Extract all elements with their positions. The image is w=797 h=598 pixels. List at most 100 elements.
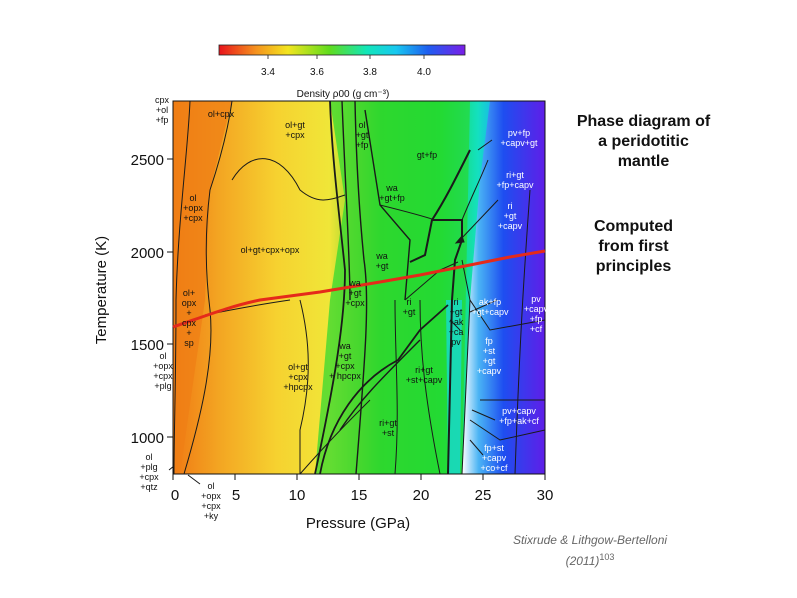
x-tick-label: 15 xyxy=(351,487,368,504)
phase-label-line: +cpx xyxy=(335,361,355,371)
phase-label-line: + xyxy=(186,328,191,338)
y-tick-label: 2000 xyxy=(131,245,164,262)
phase-label-line: +gt xyxy=(450,307,463,317)
phase-label: cpx +ol +fp xyxy=(155,95,170,125)
phase-label: ol+gt +cpx +hpcpx xyxy=(283,362,313,392)
phase-label: wa +gt+fp xyxy=(379,183,405,203)
phase-label-line: ak+fp xyxy=(479,297,501,307)
phase-label-line: +capv xyxy=(498,221,523,231)
phase-label-line: +opx xyxy=(201,491,221,501)
phase-label-line: +gt+fp xyxy=(379,193,405,203)
phase-label: ol +plg +cpx +qtz xyxy=(139,452,159,492)
x-tick-label: 30 xyxy=(537,487,554,504)
phase-label-line: ri+gt xyxy=(379,418,397,428)
phase-label-line: +gt xyxy=(356,130,369,140)
phase-label-line: +cpx xyxy=(285,130,305,140)
colorbar xyxy=(218,44,466,56)
phase-label: ol +gt +fp xyxy=(356,120,369,150)
phase-label-line: cpx xyxy=(182,318,197,328)
phase-label-line: +capv xyxy=(524,304,549,314)
citation-year: (2011) xyxy=(565,554,600,568)
phase-label: ol +opx +cpx +plg xyxy=(153,351,173,391)
phase-label-line: +ca xyxy=(449,327,464,337)
phase-label-line: +cpx xyxy=(345,298,365,308)
x-tick-label: 25 xyxy=(475,487,492,504)
y-tick-label: 1500 xyxy=(131,337,164,354)
phase-label: ri+gt +fp+capv xyxy=(496,170,534,190)
phase-label-line: +fp+capv xyxy=(496,180,534,190)
x-tick-label: 10 xyxy=(289,487,306,504)
label-arrows xyxy=(168,139,499,485)
phase-label-line: +plg xyxy=(154,381,171,391)
phase-label: ol +opx +cpx +ky xyxy=(201,481,221,521)
phase-label: pv+fp +capv+gt xyxy=(500,128,538,148)
phase-label: ri +gt +capv xyxy=(498,201,523,231)
phase-label-line: ol+gt+cpx+opx xyxy=(241,245,300,255)
phase-label-line: +gt xyxy=(483,356,496,366)
phase-label-line: ri+gt xyxy=(506,170,524,180)
phase-label-line: +st xyxy=(382,428,395,438)
slide-title-line: Phase diagram of xyxy=(576,113,711,130)
phase-label-line: cpx xyxy=(155,95,170,105)
phase-label-line: +fp+ak+cf xyxy=(499,416,539,426)
phase-label-line: +cf xyxy=(530,324,543,334)
phase-label: ol+gt+cpx+opx xyxy=(241,245,300,255)
y-tick-label: 2500 xyxy=(131,152,164,169)
phase-label: ri+gt +st xyxy=(379,418,397,438)
slide-subtitle-line: principles xyxy=(595,258,672,275)
phase-label-line: +cpx xyxy=(139,472,159,482)
colorbar-tick-label: 3.8 xyxy=(363,67,377,78)
phase-label: fp+st +capv +co+cf xyxy=(480,443,508,473)
phase-label: ri+gt +st+capv xyxy=(406,365,443,385)
phase-label-line: ol xyxy=(159,351,166,361)
phase-label-line: wa xyxy=(338,341,351,351)
phase-label-line: +gt+capv xyxy=(471,307,509,317)
phase-label: ri +gt xyxy=(403,297,416,317)
phase-label-line: fp+st xyxy=(484,443,504,453)
phase-label-line: fp xyxy=(485,336,493,346)
green-transition-field xyxy=(315,101,470,474)
phase-label-line: ol xyxy=(358,120,365,130)
phase-label-line: +capv+gt xyxy=(500,138,538,148)
phase-label: ak+fp +gt+capv xyxy=(471,297,509,317)
phase-label: fp +st +gt +capv xyxy=(477,336,502,376)
phase-label-line: +gt xyxy=(376,261,389,271)
phase-label-line: ol+ xyxy=(183,288,195,298)
axis-ticks xyxy=(167,158,546,480)
phase-label-line: opx xyxy=(182,298,197,308)
phase-label-line: sp xyxy=(184,338,194,348)
x-tick-label: 0 xyxy=(171,487,179,504)
citation-ref: 103 xyxy=(599,552,615,562)
phase-label-line: ol+cpx xyxy=(208,109,235,119)
colorbar-tick-label: 3.4 xyxy=(261,67,275,78)
colorbar-tick-label: 3.6 xyxy=(310,67,324,78)
phase-label-line: +ak xyxy=(449,317,464,327)
colorbar-label: Density ρ00 (g cm⁻³) xyxy=(297,89,390,100)
x-tick-label: 5 xyxy=(232,487,240,504)
phase-label-line: ri xyxy=(454,297,459,307)
phase-label-line: gt+fp xyxy=(417,150,437,160)
phase-label-line: ri xyxy=(407,297,412,307)
phase-label-line: +cpx xyxy=(201,501,221,511)
slide-title-line: mantle xyxy=(617,153,670,170)
phase-label-line: +co+cf xyxy=(480,463,508,473)
colorbar-ticks xyxy=(267,55,425,59)
y-tick-label: 1000 xyxy=(131,430,164,447)
x-tick-label: 20 xyxy=(413,487,430,504)
phase-label: pv+capv +fp+ak+cf xyxy=(499,406,539,426)
phase-label-line: ol+gt xyxy=(285,120,305,130)
phase-label-line: + hpcpx xyxy=(329,371,361,381)
slide-title-line: a peridotitic xyxy=(598,133,689,150)
phase-label: ol+ opx + cpx + sp xyxy=(182,288,197,348)
x-axis-label: Pressure (GPa) xyxy=(306,515,410,532)
phase-label-line: ol xyxy=(207,481,214,491)
slide-subtitle: Computed from first principles xyxy=(566,217,701,277)
phase-label: pv +capv +fp +cf xyxy=(524,294,549,334)
phase-label-line: +capv xyxy=(477,366,502,376)
phase-label: ol+gt +cpx xyxy=(285,120,305,140)
phase-label-line: +hpcpx xyxy=(283,382,313,392)
phase-label-line: +ky xyxy=(204,511,219,521)
phase-label-line: pv+fp xyxy=(508,128,530,138)
y-axis-label: Temperature (K) xyxy=(93,236,110,344)
